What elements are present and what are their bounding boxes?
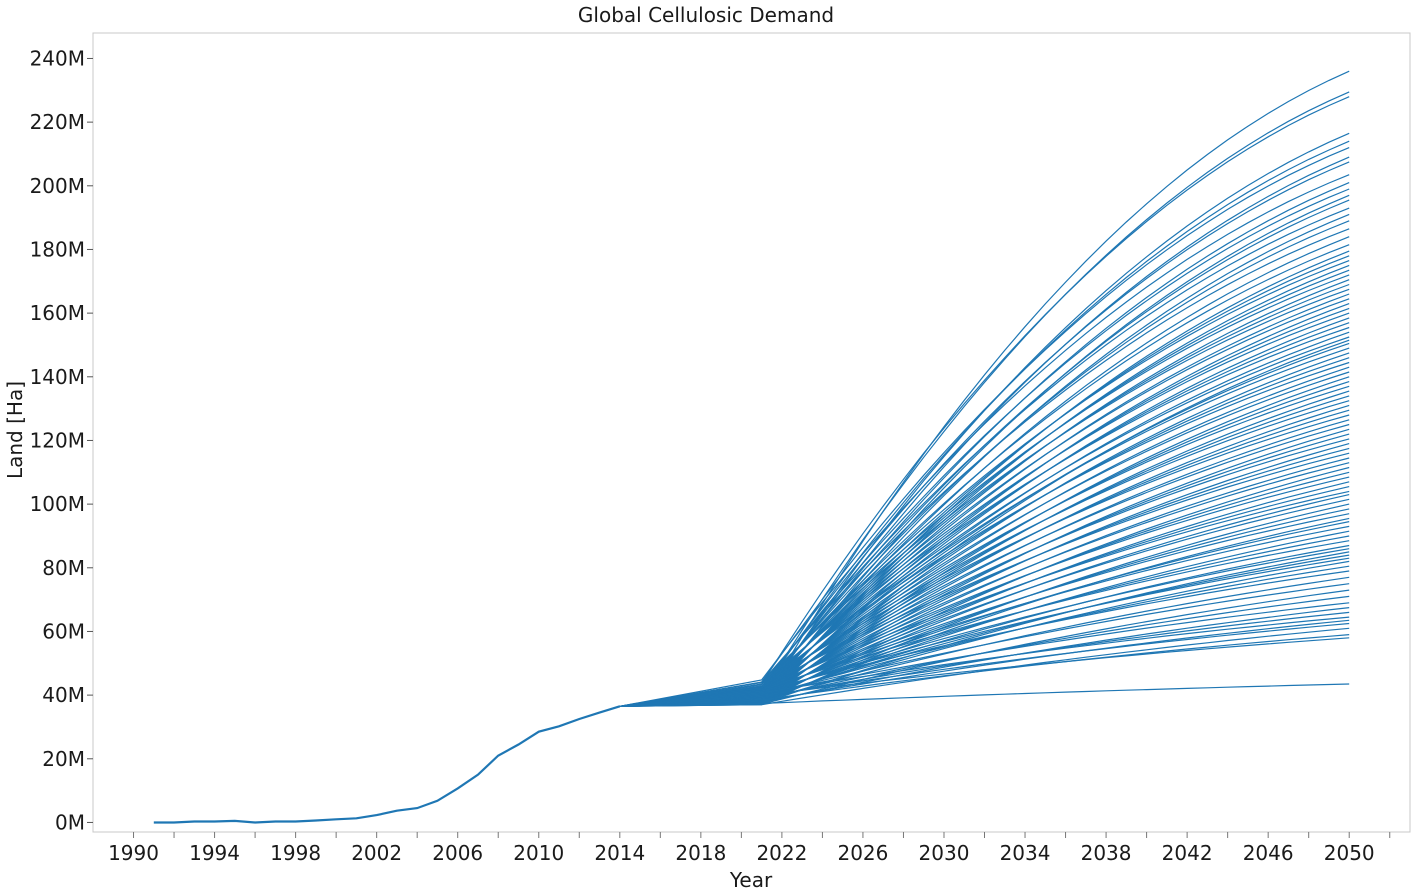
series-line-historical [153,705,621,824]
series-line-scenario [619,583,1350,707]
series-line-scenario [619,683,1350,707]
series-line-scenario [619,627,1350,707]
chart-title: Global Cellulosic Demand [578,3,834,27]
series-line-scenario [619,244,1350,707]
series-line-scenario [619,494,1350,707]
series-line-scenario [619,260,1350,707]
y-tick-label: 40M [42,683,85,707]
y-tick-label: 80M [42,556,85,580]
series-line-scenario [619,570,1350,707]
series-line-scenario [619,616,1350,707]
series-line-scenario [619,513,1350,707]
y-tick-label: 200M [30,174,85,198]
series-line-scenario [619,147,1350,707]
x-tick-label: 1990 [108,841,159,865]
y-tick-label: 180M [30,237,85,261]
x-tick-label: 2002 [351,841,402,865]
series-line-scenario [619,438,1350,707]
y-tick-label: 0M [55,810,85,834]
x-tick-label: 2042 [1162,841,1213,865]
series-line-scenario [619,400,1350,707]
series-line-scenario [619,385,1350,707]
series-line-scenario [619,91,1350,707]
y-tick-label: 120M [30,428,85,452]
series-line-scenario [619,637,1350,707]
series-line-scenario [619,557,1350,707]
series-line-scenario [619,366,1350,707]
series-line-scenario [619,199,1350,707]
series-line-scenario [619,274,1350,707]
x-tick-label: 2034 [1000,841,1051,865]
x-tick-label: 2006 [432,841,483,865]
series-line-scenario [619,544,1350,707]
series-line-scenario [619,404,1350,707]
series-line-scenario [619,188,1350,707]
x-tick-label: 2014 [594,841,645,865]
series-line-scenario [619,521,1350,707]
series-group [153,70,1350,824]
series-line-scenario [619,595,1350,707]
series-line-scenario [619,498,1350,707]
series-line-scenario [619,452,1350,707]
y-tick-label: 100M [30,492,85,516]
series-line-scenario [619,228,1350,707]
plot-frame [92,32,1411,833]
series-line-scenario [619,264,1350,707]
x-tick-label: 1994 [189,841,240,865]
x-tick-label: 1998 [270,841,321,865]
series-line-scenario [619,347,1350,707]
series-line-scenario [619,414,1350,707]
series-line-scenario [619,207,1350,707]
y-tick-label: 140M [30,365,85,389]
series-line-scenario [619,462,1350,707]
x-tick-label: 2018 [675,841,726,865]
series-line-scenario [619,540,1350,707]
series-line-scenario [619,490,1350,707]
series-line-scenario [619,174,1350,707]
series-line-scenario [619,96,1350,707]
x-tick-label: 2026 [837,841,888,865]
series-line-scenario [619,326,1350,707]
series-line-scenario [619,132,1350,707]
y-axis-label: Land [Ha] [3,381,27,479]
series-line-scenario [619,376,1350,707]
x-tick-label: 2022 [756,841,807,865]
y-axis: 0M 20M 40M 60M 80M 100M 120M 140M 160M 180M 200M 22… [30,46,93,834]
y-tick-label: 20M [42,747,85,771]
series-line-scenario [619,423,1350,707]
x-axis-label: Year [729,868,773,892]
series-line-scenario [619,269,1350,707]
x-tick-label: 2046 [1243,841,1294,865]
series-line-scenario [619,220,1350,707]
series-line-scenario [619,525,1350,707]
series-line-scenario [619,622,1350,707]
y-tick-label: 60M [42,619,85,643]
series-line-scenario [619,161,1350,707]
series-line-scenario [619,298,1350,707]
x-tick-label: 2030 [919,841,970,865]
series-line-scenario [619,283,1350,707]
series-line-scenario [619,371,1350,707]
series-line-scenario [619,602,1350,707]
series-line-scenario [619,361,1350,707]
series-line-scenario [619,236,1350,707]
x-tick-label: 2038 [1081,841,1132,865]
y-tick-label: 220M [30,110,85,134]
y-tick-label: 240M [30,46,85,70]
x-tick-label: 2050 [1324,841,1375,865]
x-tick-label: 2010 [513,841,564,865]
series-line-scenario [619,476,1350,707]
y-tick-label: 160M [30,301,85,325]
series-line-scenario [619,457,1350,707]
x-axis: 1990 1994 1998 2002 2006 2010 2014 2018 2022 2026… [108,832,1391,865]
series-line-scenario [619,288,1350,707]
series-line-scenario [619,312,1350,707]
